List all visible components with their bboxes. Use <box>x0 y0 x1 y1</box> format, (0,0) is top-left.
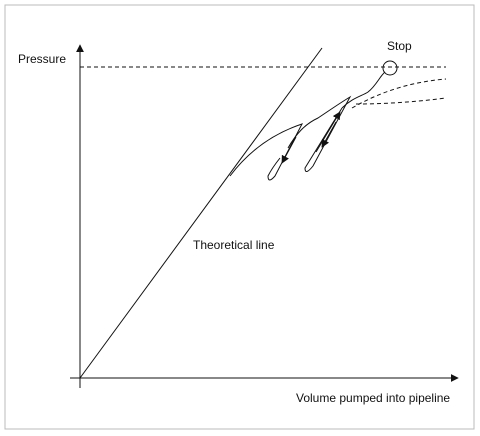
stop-label: Stop <box>387 39 412 53</box>
arrow-up <box>315 111 341 153</box>
stop-point <box>382 60 398 76</box>
theoretical-line-label: Theoretical line <box>193 238 275 252</box>
arrow-down-1 <box>281 136 297 164</box>
x-axis-label: Volume pumped into pipeline <box>296 391 450 405</box>
frame <box>4 4 475 430</box>
projection-1 <box>351 78 447 109</box>
cycle-2 <box>287 95 352 172</box>
theoretical-line <box>79 47 323 379</box>
projection-2 <box>355 97 447 105</box>
final-rise <box>341 71 386 109</box>
cycle-1 <box>229 123 304 181</box>
arrow-down-2 <box>321 121 337 148</box>
y-axis-label: Pressure <box>18 52 66 66</box>
